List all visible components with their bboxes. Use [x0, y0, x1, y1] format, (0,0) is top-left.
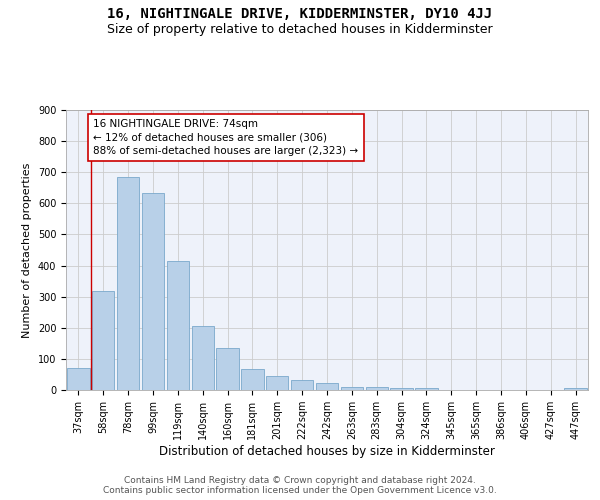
Text: 16 NIGHTINGALE DRIVE: 74sqm
← 12% of detached houses are smaller (306)
88% of se: 16 NIGHTINGALE DRIVE: 74sqm ← 12% of det… [94, 120, 358, 156]
Bar [316, 383, 338, 390]
Bar [365, 386, 388, 390]
X-axis label: Distribution of detached houses by size in Kidderminster: Distribution of detached houses by size … [159, 445, 495, 458]
Bar [291, 380, 313, 390]
Bar [67, 368, 89, 390]
Bar [565, 388, 587, 390]
Text: 16, NIGHTINGALE DRIVE, KIDDERMINSTER, DY10 4JJ: 16, NIGHTINGALE DRIVE, KIDDERMINSTER, DY… [107, 8, 493, 22]
Bar [341, 386, 363, 390]
Bar [117, 177, 139, 390]
Y-axis label: Number of detached properties: Number of detached properties [22, 162, 32, 338]
Bar [167, 261, 189, 390]
Bar [142, 194, 164, 390]
Bar [217, 348, 239, 390]
Bar [191, 326, 214, 390]
Bar [415, 388, 437, 390]
Text: Contains HM Land Registry data © Crown copyright and database right 2024.
Contai: Contains HM Land Registry data © Crown c… [103, 476, 497, 495]
Bar [266, 376, 289, 390]
Bar [92, 291, 115, 390]
Bar [241, 369, 263, 390]
Text: Size of property relative to detached houses in Kidderminster: Size of property relative to detached ho… [107, 22, 493, 36]
Bar [391, 388, 413, 390]
